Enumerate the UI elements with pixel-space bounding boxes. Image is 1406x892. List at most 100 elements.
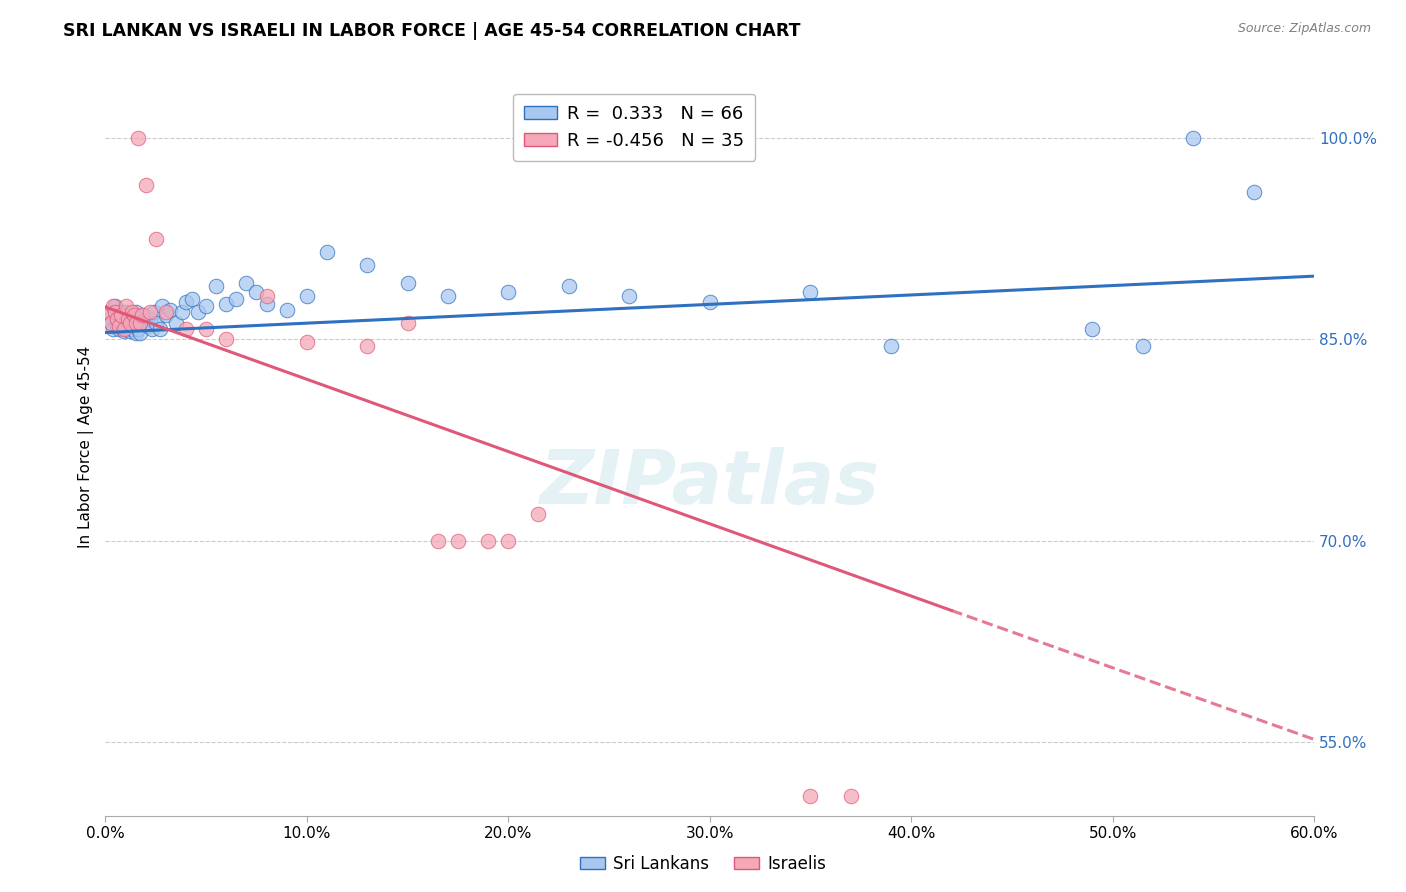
Point bbox=[256, 289, 278, 303]
Text: SRI LANKAN VS ISRAELI IN LABOR FORCE | AGE 45-54 CORRELATION CHART: SRI LANKAN VS ISRAELI IN LABOR FORCE | A… bbox=[63, 22, 801, 40]
Point bbox=[107, 318, 129, 333]
Point bbox=[165, 316, 187, 330]
Point bbox=[276, 302, 298, 317]
Point bbox=[110, 316, 132, 330]
Point bbox=[104, 299, 127, 313]
Point bbox=[205, 278, 228, 293]
Point bbox=[1081, 321, 1104, 335]
Point bbox=[138, 312, 160, 326]
Point bbox=[127, 131, 149, 145]
Point bbox=[174, 321, 197, 335]
Legend: R =  0.333   N = 66, R = -0.456   N = 35: R = 0.333 N = 66, R = -0.456 N = 35 bbox=[513, 94, 755, 161]
Point bbox=[396, 316, 419, 330]
Point bbox=[114, 299, 136, 313]
Point bbox=[118, 316, 141, 330]
Point bbox=[839, 789, 862, 803]
Point bbox=[135, 178, 157, 192]
Point bbox=[104, 305, 127, 319]
Point bbox=[396, 276, 419, 290]
Point bbox=[174, 294, 197, 309]
Point bbox=[142, 305, 165, 319]
Point bbox=[316, 244, 339, 259]
Point bbox=[128, 326, 150, 340]
Point bbox=[215, 297, 238, 311]
Point bbox=[118, 324, 141, 338]
Point bbox=[235, 276, 257, 290]
Point bbox=[122, 316, 145, 330]
Point bbox=[799, 789, 821, 803]
Point bbox=[141, 321, 163, 335]
Point bbox=[215, 332, 238, 346]
Point bbox=[112, 324, 135, 338]
Point bbox=[124, 326, 146, 340]
Point bbox=[150, 299, 173, 313]
Point bbox=[114, 321, 136, 335]
Point bbox=[155, 308, 177, 322]
Point bbox=[128, 316, 150, 330]
Point bbox=[1182, 131, 1205, 145]
Point bbox=[195, 321, 218, 335]
Point bbox=[117, 308, 139, 322]
Point bbox=[114, 305, 136, 319]
Point bbox=[127, 321, 149, 335]
Point bbox=[112, 312, 135, 326]
Point bbox=[124, 305, 146, 319]
Point bbox=[295, 334, 318, 349]
Point bbox=[107, 312, 129, 326]
Point bbox=[117, 316, 139, 330]
Point bbox=[145, 231, 167, 245]
Point bbox=[498, 533, 520, 548]
Point bbox=[617, 289, 640, 303]
Point bbox=[447, 533, 470, 548]
Point bbox=[880, 339, 903, 353]
Text: Source: ZipAtlas.com: Source: ZipAtlas.com bbox=[1237, 22, 1371, 36]
Point bbox=[118, 312, 141, 326]
Point bbox=[122, 308, 145, 322]
Point bbox=[145, 316, 167, 330]
Point bbox=[195, 299, 218, 313]
Point bbox=[131, 308, 153, 322]
Y-axis label: In Labor Force | Age 45-54: In Labor Force | Age 45-54 bbox=[79, 345, 94, 548]
Point bbox=[136, 318, 159, 333]
Point bbox=[155, 305, 177, 319]
Point bbox=[117, 312, 139, 326]
Point bbox=[121, 321, 143, 335]
Point bbox=[108, 318, 131, 333]
Point bbox=[98, 308, 121, 322]
Point bbox=[112, 321, 135, 335]
Point bbox=[121, 312, 143, 326]
Point bbox=[170, 305, 193, 319]
Point bbox=[138, 305, 160, 319]
Point bbox=[356, 339, 378, 353]
Point bbox=[104, 305, 127, 319]
Point bbox=[110, 308, 132, 322]
Point bbox=[131, 316, 153, 330]
Point bbox=[437, 289, 460, 303]
Point bbox=[135, 316, 157, 330]
Point bbox=[98, 305, 121, 319]
Point bbox=[149, 321, 172, 335]
Point bbox=[181, 292, 204, 306]
Point bbox=[356, 259, 378, 273]
Point bbox=[527, 507, 550, 521]
Point bbox=[295, 289, 318, 303]
Point bbox=[103, 321, 125, 335]
Point bbox=[108, 305, 131, 319]
Point bbox=[100, 316, 122, 330]
Point bbox=[100, 316, 122, 330]
Point bbox=[1132, 339, 1154, 353]
Point bbox=[103, 299, 125, 313]
Point bbox=[108, 321, 131, 335]
Point bbox=[498, 285, 520, 300]
Point bbox=[132, 308, 155, 322]
Point bbox=[699, 294, 721, 309]
Point bbox=[557, 278, 579, 293]
Point bbox=[256, 297, 278, 311]
Point bbox=[121, 305, 143, 319]
Point bbox=[187, 305, 209, 319]
Point bbox=[225, 292, 247, 306]
Legend: Sri Lankans, Israelis: Sri Lankans, Israelis bbox=[574, 848, 832, 880]
Point bbox=[110, 305, 132, 319]
Point bbox=[477, 533, 499, 548]
Point bbox=[107, 312, 129, 326]
